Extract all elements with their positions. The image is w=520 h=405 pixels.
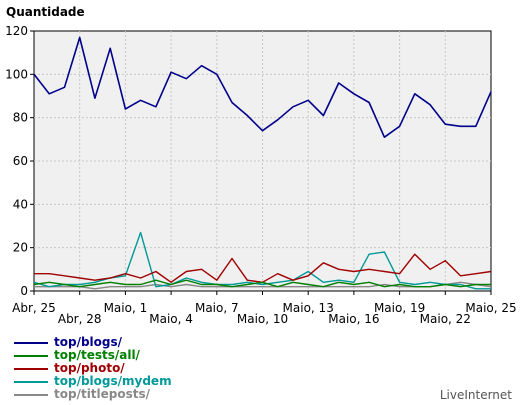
x-tick-label: Maio, 7 — [195, 301, 239, 315]
x-tick-label: Maio, 13 — [283, 301, 334, 315]
legend-swatch — [14, 355, 48, 357]
x-tick-label: Maio, 4 — [149, 312, 193, 326]
x-tick-label: Maio, 10 — [237, 312, 288, 326]
x-tick-label: Maio, 25 — [465, 301, 516, 315]
legend-swatch — [14, 394, 48, 396]
x-tick-label: Maio, 16 — [328, 312, 379, 326]
y-tick-label: 40 — [13, 197, 28, 211]
legend-label: top/titleposts/ — [54, 387, 151, 401]
legend-label: top/blogs/mydem — [54, 374, 172, 388]
series-line-2 — [33, 279, 491, 288]
y-tick-label: 80 — [13, 111, 28, 125]
x-tick-label: Abr, 25 — [12, 301, 56, 315]
x-tick-label: Maio, 1 — [104, 301, 148, 315]
legend-label: top/photo/ — [54, 361, 125, 375]
y-axis: 0 20 40 60 80 100 120 — [5, 24, 34, 298]
y-tick-label: 60 — [13, 154, 28, 168]
x-tick-label: Abr, 28 — [58, 312, 102, 326]
series-group — [33, 36, 492, 290]
grid — [34, 31, 491, 291]
x-tick-label: Maio, 19 — [374, 301, 425, 315]
legend-swatch — [14, 342, 48, 344]
y-tick-label: 0 — [20, 284, 28, 298]
y-tick-label: 20 — [13, 241, 28, 255]
legend-label: top/tests/all/ — [54, 348, 140, 362]
legend-swatch — [14, 368, 48, 370]
y-axis-label: Quantidade — [6, 5, 85, 19]
y-tick-label: 100 — [5, 67, 28, 81]
brand-label: LiveInternet — [439, 388, 512, 402]
x-tick-label: Maio, 22 — [420, 312, 471, 326]
legend-label: top/blogs/ — [54, 335, 123, 349]
y-tick-label: 120 — [5, 24, 28, 38]
legend-swatch — [14, 381, 48, 383]
series-line-1 — [33, 36, 492, 138]
